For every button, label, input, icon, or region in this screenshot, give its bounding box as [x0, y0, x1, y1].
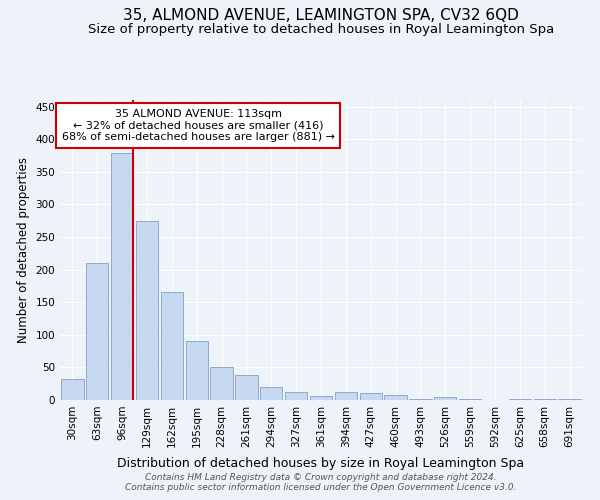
Bar — [359, 393, 382, 400]
Bar — [111, 154, 133, 400]
Bar — [161, 292, 183, 400]
Bar — [409, 398, 431, 400]
Y-axis label: Number of detached properties: Number of detached properties — [17, 157, 30, 343]
Bar — [86, 263, 109, 400]
Bar — [310, 396, 332, 400]
Text: Contains HM Land Registry data © Crown copyright and database right 2024.
Contai: Contains HM Land Registry data © Crown c… — [125, 473, 517, 492]
Bar — [235, 374, 257, 400]
Bar — [459, 398, 481, 400]
Bar — [434, 396, 457, 400]
Text: 35 ALMOND AVENUE: 113sqm
← 32% of detached houses are smaller (416)
68% of semi-: 35 ALMOND AVENUE: 113sqm ← 32% of detach… — [62, 109, 335, 142]
Bar — [185, 340, 208, 400]
Bar — [385, 395, 407, 400]
Text: 35, ALMOND AVENUE, LEAMINGTON SPA, CV32 6QD: 35, ALMOND AVENUE, LEAMINGTON SPA, CV32 … — [123, 8, 519, 22]
Bar — [285, 392, 307, 400]
Bar — [335, 392, 357, 400]
Text: Distribution of detached houses by size in Royal Leamington Spa: Distribution of detached houses by size … — [118, 458, 524, 470]
Bar — [260, 387, 283, 400]
Bar — [559, 398, 581, 400]
Text: Size of property relative to detached houses in Royal Leamington Spa: Size of property relative to detached ho… — [88, 22, 554, 36]
Bar — [61, 379, 83, 400]
Bar — [211, 366, 233, 400]
Bar — [136, 220, 158, 400]
